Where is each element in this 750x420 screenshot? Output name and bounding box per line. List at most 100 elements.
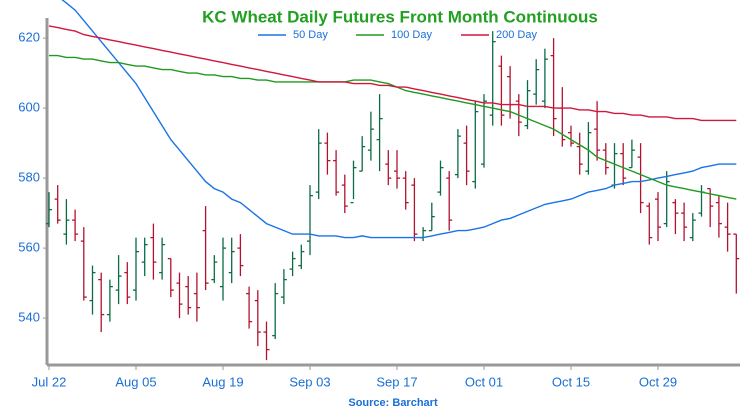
legend-label: 100 Day (391, 29, 432, 41)
legend-label: 50 Day (293, 29, 328, 41)
ohlc-bar (46, 192, 52, 228)
plot-area: 540 560 580 600 620 Jul 22 Aug 05 Aug 19 Sep 03 S… (18, 0, 740, 389)
x-tick-label: Sep 03 (289, 374, 330, 389)
ohlc-bar (637, 143, 644, 214)
ma-line (61, 0, 737, 239)
ohlc-bar (167, 257, 174, 298)
ohlc-bar (324, 132, 331, 175)
y-tick-label: 600 (18, 100, 40, 115)
ohlc-bar (185, 276, 192, 315)
ohlc-bar (620, 143, 627, 186)
ohlc-bar (463, 125, 470, 186)
ohlc-bar (585, 122, 592, 175)
ma-line (49, 54, 737, 200)
x-tick-label: Jul 22 (32, 374, 67, 389)
ohlc-bar (280, 269, 287, 305)
source: Source: Barchart (348, 397, 438, 409)
ohlc-bar (402, 171, 409, 210)
ohlc-bar (707, 187, 714, 228)
x-tick-label: Sep 17 (376, 374, 417, 389)
ohlc-bar (124, 262, 131, 305)
ohlc-bar (576, 132, 583, 175)
ohlc-bar (568, 125, 574, 147)
y-tick-label: 540 (18, 310, 40, 325)
ohlc-bar (54, 185, 61, 224)
y-tick-label: 620 (18, 30, 40, 45)
ohlc-bar (698, 185, 705, 217)
ohlc-bar (689, 213, 696, 242)
ohlc-bar (611, 143, 618, 189)
ohlc-bar (63, 199, 70, 245)
ohlc-bar (159, 237, 166, 280)
ohlc-bar (655, 192, 661, 242)
ohlc-bar (724, 202, 731, 252)
ohlc-bar (359, 136, 366, 172)
ohlc-bar (437, 160, 444, 196)
ohlc-bar (367, 111, 374, 161)
ohlc-bar (141, 237, 148, 277)
ohlc-bar (715, 195, 722, 238)
ohlc-bar (176, 272, 183, 319)
x-tick-label: Aug 05 (115, 374, 156, 389)
ohlc-bar (594, 101, 601, 161)
ohlc-bar (411, 178, 418, 242)
ohlc-bar (333, 150, 340, 196)
ohlc-bar (498, 55, 505, 126)
x-tick-label: Aug 19 (202, 374, 243, 389)
x-tick-label: Oct 15 (552, 374, 590, 389)
y-tick-label: 560 (18, 240, 40, 255)
ohlc-bar (663, 171, 670, 228)
x-tick-label: Oct 29 (639, 374, 677, 389)
ohlc-bar (454, 129, 461, 179)
ohlc-bar (220, 237, 226, 301)
ohlc-bar (541, 48, 548, 109)
ohlc-bar (298, 244, 305, 270)
ohlc-bar (550, 38, 557, 137)
ohlc-bar (472, 101, 479, 189)
ohlc-bar (428, 202, 435, 232)
ohlc-bar (228, 237, 235, 284)
ohlc-bar (98, 272, 105, 333)
ohlc-bar (646, 202, 653, 245)
ohlc-bar (602, 143, 609, 175)
ohlc-bar (350, 160, 357, 204)
ohlc-bar (394, 150, 400, 189)
ohlc-bar (254, 290, 261, 347)
ohlc-bar (150, 223, 157, 280)
legend-label: 200 Day (496, 29, 537, 41)
ohlc-bar (106, 279, 113, 322)
ohlc-bar (559, 87, 566, 147)
y-tick-label: 580 (18, 170, 40, 185)
ohlc-bar (385, 150, 392, 186)
ohlc-bar (533, 59, 540, 105)
ohlc-bar (341, 174, 348, 214)
ohlc-bar (307, 185, 313, 256)
ohlc-bar (80, 227, 87, 301)
ohlc-bar (524, 80, 531, 130)
ohlc-bar (263, 321, 270, 361)
chart-title: KC Wheat Daily Futures Front Month Conti… (202, 7, 598, 26)
ohlc-bar (446, 171, 453, 231)
ohlc-bar (681, 202, 688, 242)
ohlc-bar (115, 255, 122, 305)
ohlc-bar (628, 139, 635, 169)
ohlc-bar (672, 199, 679, 235)
ohlc-bar (193, 272, 200, 322)
ohlc-bar (481, 94, 487, 168)
ohlc-bar (733, 233, 740, 294)
ohlc-bar (72, 209, 79, 242)
ohlc-bar (237, 234, 244, 277)
ohlc-bar (289, 251, 296, 277)
ma-line (48, 25, 737, 122)
ohlc-bar (315, 129, 322, 200)
ohlc-bar (246, 286, 253, 329)
x-tick-label: Oct 01 (465, 374, 503, 389)
ohlc-bar (272, 283, 279, 340)
ohlc-bar (376, 94, 383, 172)
ohlc-bar (133, 237, 139, 301)
ohlc-bar (211, 255, 218, 284)
ohlc-bar (89, 265, 96, 315)
ohlc-bar (202, 206, 209, 291)
ohlc-bar (420, 227, 427, 242)
